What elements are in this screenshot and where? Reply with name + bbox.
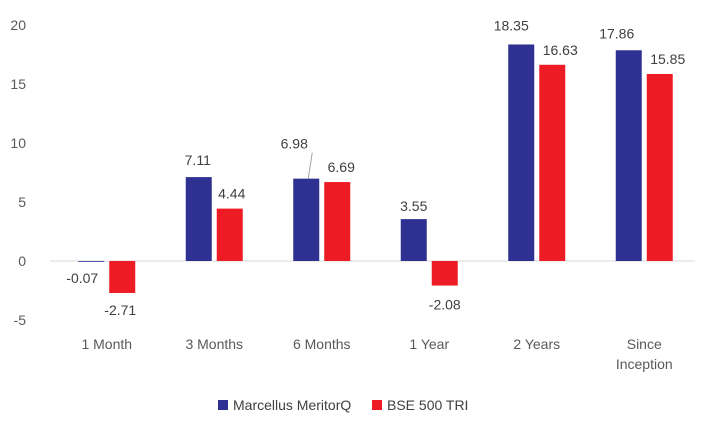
bar-meritorq-2	[293, 178, 320, 261]
data-label: 6.69	[328, 159, 355, 175]
bar-meritorq-1	[185, 177, 212, 261]
bar-bse500-1	[216, 208, 243, 261]
bar-bse500-4	[539, 64, 566, 262]
data-label: 17.86	[599, 25, 634, 41]
data-label: -2.08	[429, 297, 461, 313]
x-category-label: 1 Year	[409, 336, 449, 352]
data-label: 16.63	[543, 42, 578, 58]
bar-bse500-2	[324, 182, 351, 261]
bar-bse500-5	[646, 73, 673, 261]
y-tick-label: 10	[10, 135, 26, 151]
bar-bse500-0	[109, 261, 136, 293]
bar-meritorq-3	[400, 219, 427, 261]
x-category-label: Since Inception	[616, 336, 673, 372]
x-category-label: 2 Years	[513, 336, 560, 352]
x-category-label: 3 Months	[185, 336, 243, 352]
x-category-label: 1 Month	[81, 336, 132, 352]
y-tick-label: 0	[18, 253, 26, 269]
x-axis-labels: 1 Month 3 Months 6 Months 1 Year 2 Years Sinc…	[81, 336, 672, 372]
y-tick-label: 20	[10, 17, 26, 33]
bar-meritorq-4	[508, 44, 535, 261]
y-tick-label: 15	[10, 76, 26, 92]
data-label: -2.71	[104, 302, 136, 318]
legend-swatch-0	[218, 400, 228, 410]
bar-meritorq-0	[78, 261, 105, 262]
x-category-label: 6 Months	[293, 336, 351, 352]
data-label: 3.55	[400, 198, 427, 214]
legend: Marcellus MeritorQ BSE 500 TRI	[218, 397, 468, 413]
legend-label-1: BSE 500 TRI	[387, 397, 468, 413]
data-label: 18.35	[494, 17, 529, 33]
data-label: 6.98	[281, 136, 308, 152]
bars	[78, 44, 673, 293]
data-label: 4.44	[218, 186, 245, 202]
y-tick-label: -5	[14, 312, 27, 328]
y-axis: 20 15 10 5 0 -5	[10, 17, 26, 328]
legend-swatch-1	[372, 400, 382, 410]
data-label: 15.85	[650, 51, 685, 67]
legend-label-0: Marcellus MeritorQ	[233, 397, 351, 413]
bar-bse500-3	[431, 261, 458, 286]
bar-meritorq-5	[615, 50, 642, 261]
y-tick-label: 5	[18, 194, 26, 210]
data-label: -0.07	[66, 270, 98, 286]
data-label: 7.11	[185, 152, 211, 168]
data-labels: -0.07 -2.71 7.11 4.44 6.98 6.69 3.55 -2.08 18.35…	[66, 17, 685, 318]
label-leader-line	[307, 152, 313, 179]
